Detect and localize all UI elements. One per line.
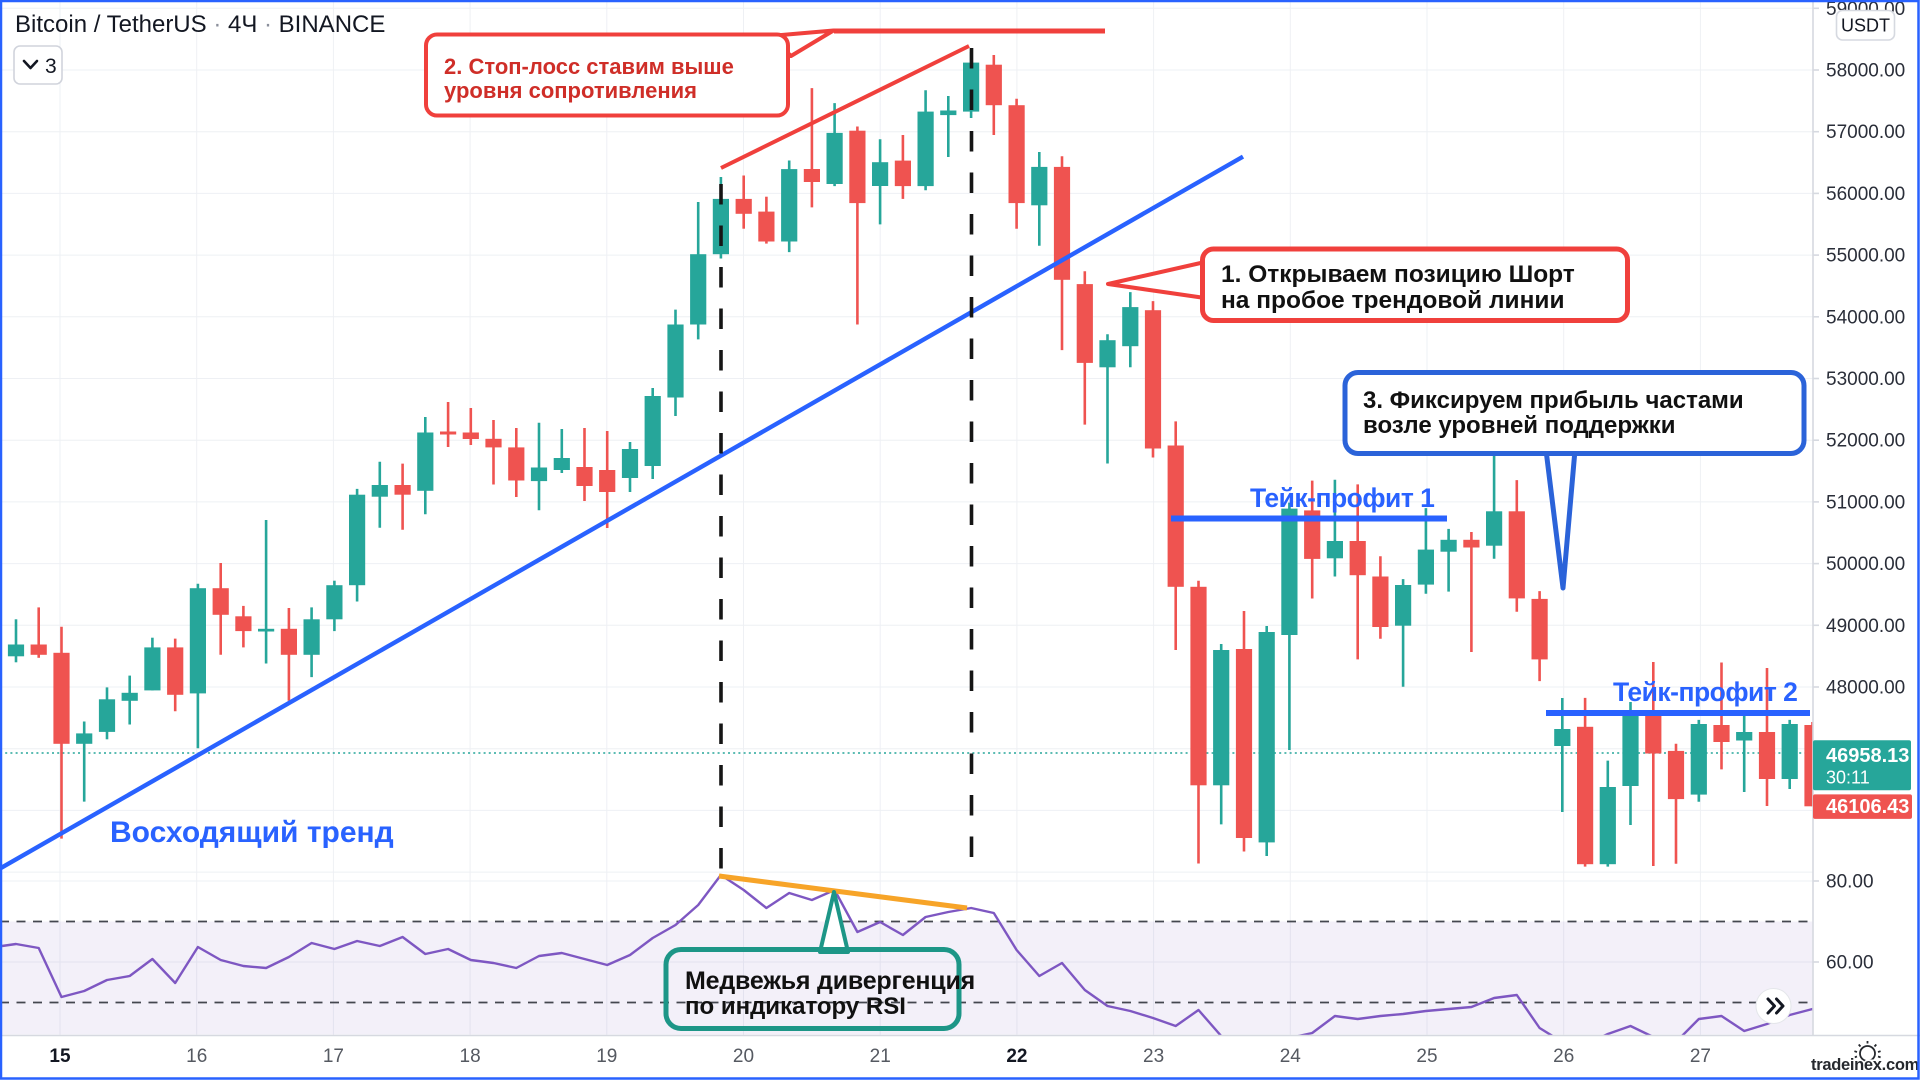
svg-text:Тейк-профит 1: Тейк-профит 1 xyxy=(1250,483,1434,513)
svg-text:3: 3 xyxy=(45,55,57,78)
svg-text:51000.00: 51000.00 xyxy=(1826,492,1905,513)
svg-text:54000.00: 54000.00 xyxy=(1826,307,1905,328)
svg-text:23: 23 xyxy=(1143,1046,1164,1067)
svg-text:возле уровней поддержки: возле уровней поддержки xyxy=(1363,412,1676,439)
svg-text:25: 25 xyxy=(1416,1046,1437,1067)
svg-text:56000.00: 56000.00 xyxy=(1826,184,1905,205)
svg-text:1. Открываем позицию Шорт: 1. Открываем позицию Шорт xyxy=(1221,261,1575,288)
svg-text:20: 20 xyxy=(733,1046,754,1067)
svg-text:16: 16 xyxy=(186,1046,207,1067)
svg-text:21: 21 xyxy=(870,1046,891,1067)
svg-text:52000.00: 52000.00 xyxy=(1826,431,1905,452)
svg-text:53000.00: 53000.00 xyxy=(1826,369,1905,390)
svg-text:49000.00: 49000.00 xyxy=(1826,616,1905,637)
svg-text:48000.00: 48000.00 xyxy=(1826,678,1905,699)
svg-text:по индикатору RSI: по индикатору RSI xyxy=(685,993,906,1020)
svg-text:27: 27 xyxy=(1690,1046,1711,1067)
svg-text:уровня сопротивления: уровня сопротивления xyxy=(444,78,697,103)
svg-text:на пробое трендовой линии: на пробое трендовой линии xyxy=(1221,287,1565,314)
svg-text:24: 24 xyxy=(1280,1046,1302,1067)
svg-text:60.00: 60.00 xyxy=(1826,953,1874,974)
svg-text:15: 15 xyxy=(49,1046,71,1067)
svg-text:22: 22 xyxy=(1006,1046,1027,1067)
svg-text:57000.00: 57000.00 xyxy=(1826,122,1905,143)
svg-text:3. Фиксируем прибыль частами: 3. Фиксируем прибыль частами xyxy=(1363,387,1744,414)
svg-text:46958.13: 46958.13 xyxy=(1826,745,1909,767)
svg-text:Тейк-профит 2: Тейк-профит 2 xyxy=(1613,677,1797,707)
svg-text:46106.43: 46106.43 xyxy=(1826,796,1909,818)
svg-text:USDT: USDT xyxy=(1841,16,1890,36)
svg-text:17: 17 xyxy=(323,1046,344,1067)
svg-text:55000.00: 55000.00 xyxy=(1826,246,1905,267)
svg-text:Медвежья дивергенция: Медвежья дивергенция xyxy=(685,967,975,995)
svg-text:Bitcoin / TetherUS · 4Ч · BINA: Bitcoin / TetherUS · 4Ч · BINANCE xyxy=(15,11,385,38)
svg-text:26: 26 xyxy=(1553,1046,1574,1067)
svg-text:tradeinex.com: tradeinex.com xyxy=(1811,1056,1919,1074)
svg-text:Восходящий тренд: Восходящий тренд xyxy=(110,816,394,849)
svg-text:80.00: 80.00 xyxy=(1826,872,1874,893)
svg-text:18: 18 xyxy=(460,1046,481,1067)
svg-text:19: 19 xyxy=(596,1046,617,1067)
svg-text:2. Стоп-лосс ставим выше: 2. Стоп-лосс ставим выше xyxy=(444,54,734,79)
svg-text:50000.00: 50000.00 xyxy=(1826,554,1905,575)
svg-text:30:11: 30:11 xyxy=(1826,768,1870,788)
svg-text:58000.00: 58000.00 xyxy=(1826,61,1905,82)
